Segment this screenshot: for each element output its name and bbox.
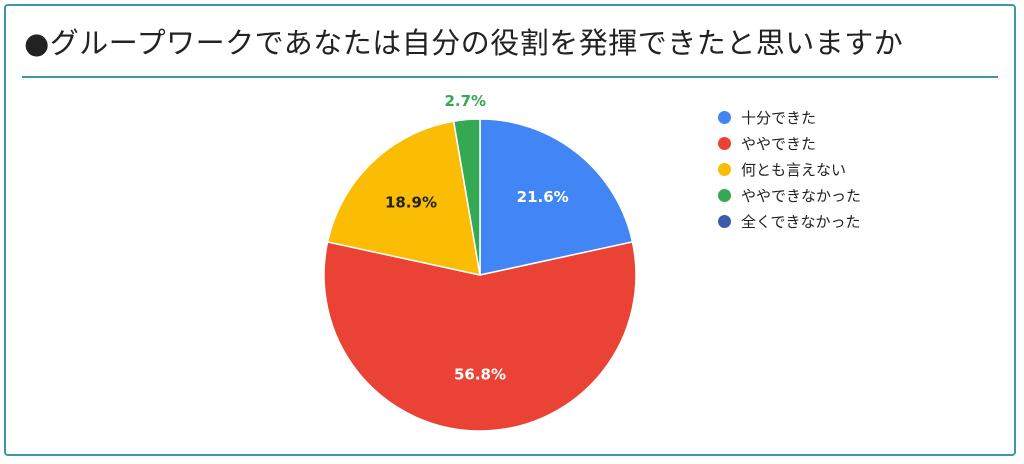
legend-label: ややできなかった — [741, 186, 862, 205]
pie-slice — [323, 241, 637, 432]
slice-value-label: 21.6% — [517, 188, 569, 206]
legend-swatch — [718, 188, 731, 202]
legend-item: 十分できた — [718, 104, 861, 130]
legend-swatch — [718, 110, 731, 124]
pie-slice — [326, 120, 481, 276]
title-divider — [22, 76, 998, 78]
legend-swatch — [718, 136, 731, 150]
slice-value-label: 18.9% — [385, 193, 437, 211]
legend-item: 全くできなかった — [718, 208, 861, 234]
chart-title: ●グループワークであなたは自分の役割を発揮できたと思いますか — [24, 26, 904, 60]
legend-label: 全くできなかった — [741, 212, 861, 231]
pie-slice — [479, 118, 634, 276]
legend-swatch — [718, 162, 731, 176]
legend-item: 何とも言えない — [718, 156, 861, 182]
legend-label: 十分できた — [741, 108, 817, 127]
chart-legend: 十分できたややできた何とも言えない ややできなかった 全くできなかった — [718, 104, 861, 234]
legend-item: ややできた — [718, 130, 861, 156]
legend-label: 何とも言えない — [741, 160, 847, 179]
pie-slice — [452, 118, 481, 276]
legend-label: ややできた — [741, 134, 817, 153]
slice-value-label: 2.7% — [444, 92, 486, 110]
legend-swatch — [718, 214, 731, 228]
slice-value-label: 56.8% — [454, 365, 506, 383]
legend-item: ややできなかった — [718, 182, 861, 208]
